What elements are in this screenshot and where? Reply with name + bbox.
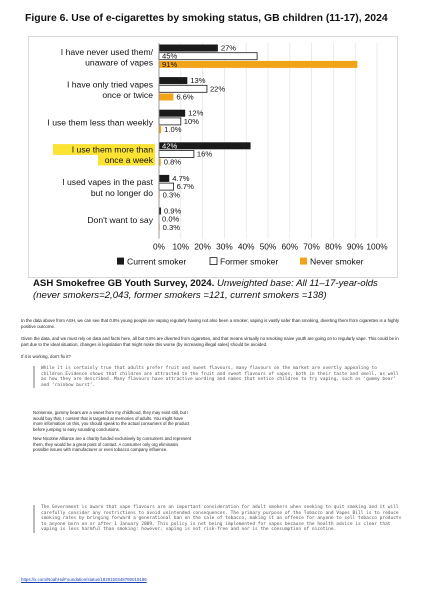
category-label: I have only tried vapes	[67, 79, 153, 89]
chart-svg: 0% 10% 20% 30% 40% 50% 60% 70% 80% 90% 100% I have …	[47, 43, 388, 267]
quote-block-2: The Government is aware that vape flavou…	[33, 505, 403, 533]
bar-never-smoker	[159, 93, 174, 101]
x-tick-label: 70%	[303, 242, 320, 252]
x-tick-label: 40%	[238, 242, 255, 252]
data-label: 0.0%	[162, 215, 180, 224]
bar-never-smoker	[159, 60, 358, 68]
data-label: 0.8%	[164, 158, 182, 167]
x-tick-label: 100%	[366, 242, 388, 252]
category-label: I used vapes in the past	[62, 177, 153, 187]
bar-former-smoker	[158, 84, 208, 93]
bar-never-smoker	[159, 126, 162, 134]
paragraph-4: Nonsense, gummy bears are a sweet from m…	[33, 410, 190, 432]
legend-swatch	[117, 257, 124, 265]
category-highlight	[53, 144, 155, 155]
bar-current-smoker	[159, 207, 161, 215]
category-label: unaware of vapes	[85, 57, 153, 67]
quote-block-1: While it is certainly true that adults p…	[33, 366, 403, 389]
legend-label: Current smoker	[127, 257, 186, 267]
bar-current-smoker	[159, 109, 186, 117]
x-tick-label: 80%	[325, 242, 342, 252]
bar-current-smoker	[159, 44, 218, 52]
data-label: 0.3%	[163, 223, 181, 232]
bar-current-smoker	[159, 142, 251, 150]
category-label: I have never used them/	[61, 47, 154, 57]
data-label: 12%	[188, 109, 203, 118]
figure-caption: ASH Smokefree GB Youth Survey, 2024. Unw…	[33, 278, 393, 302]
legend-swatch	[209, 257, 218, 266]
data-label: 6.7%	[177, 182, 195, 191]
data-label: 4.7%	[172, 174, 190, 183]
caption-note: Unweighted base: All 11–17-year-olds (ne…	[33, 278, 378, 302]
caption-source: ASH Smokefree GB Youth Survey, 2024.	[33, 278, 215, 289]
data-label: 1.0%	[164, 125, 182, 134]
legend-swatch	[300, 257, 307, 265]
x-tick-label: 10%	[172, 242, 189, 252]
x-tick-label: 60%	[281, 242, 298, 252]
bar-chart: 0% 10% 20% 30% 40% 50% 60% 70% 80% 90% 100% I have …	[28, 36, 398, 278]
data-label: 42%	[162, 141, 177, 150]
data-label: 45%	[162, 52, 177, 61]
x-tick-label: 30%	[216, 242, 233, 252]
data-label: 0.9%	[164, 207, 182, 216]
data-label: 6.6%	[176, 93, 194, 102]
data-label: 13%	[190, 76, 205, 85]
bar-former-smoker	[158, 182, 175, 191]
source-link[interactable]: https://x.com/NoahHolFoundation/status/1…	[21, 577, 147, 582]
x-tick-label: 0%	[153, 242, 166, 252]
data-label: 10%	[184, 117, 199, 126]
category-label: Don't want to say	[87, 215, 153, 225]
bar-current-smoker	[159, 77, 188, 85]
bar-former-smoker	[158, 117, 182, 126]
legend-label: Never smoker	[310, 257, 364, 267]
paragraph-1: In the data above from ASH, we can see t…	[21, 318, 400, 329]
bar-current-smoker	[159, 174, 170, 182]
category-label: once a week	[105, 155, 154, 165]
data-label: 16%	[197, 150, 212, 159]
category-label: I use them less than weekly	[47, 117, 153, 127]
paragraph-2: Given the data, and we must rely on data…	[21, 336, 399, 347]
x-tick-label: 20%	[194, 242, 211, 252]
category-label: but no longer do	[91, 188, 153, 198]
bar-former-smoker	[158, 150, 195, 158]
figure-title: Figure 6. Use of e-cigarettes by smoking…	[25, 13, 388, 24]
data-label: 22%	[210, 84, 225, 93]
paragraph-5: New Nicotine Alliance are a charity fund…	[33, 436, 192, 452]
data-label: 0.3%	[163, 190, 181, 199]
category-highlight	[98, 154, 155, 166]
legend-label: Former smoker	[220, 257, 278, 267]
bar-never-smoker	[159, 158, 161, 166]
category-label: once or twice	[102, 90, 153, 100]
category-label: I use them more than	[72, 145, 153, 155]
data-label: 91%	[162, 60, 177, 69]
paragraph-3: If it is working, don't fix it?	[21, 354, 71, 359]
data-label: 27%	[221, 44, 236, 53]
x-tick-label: 90%	[347, 242, 364, 252]
x-tick-label: 50%	[260, 242, 277, 252]
